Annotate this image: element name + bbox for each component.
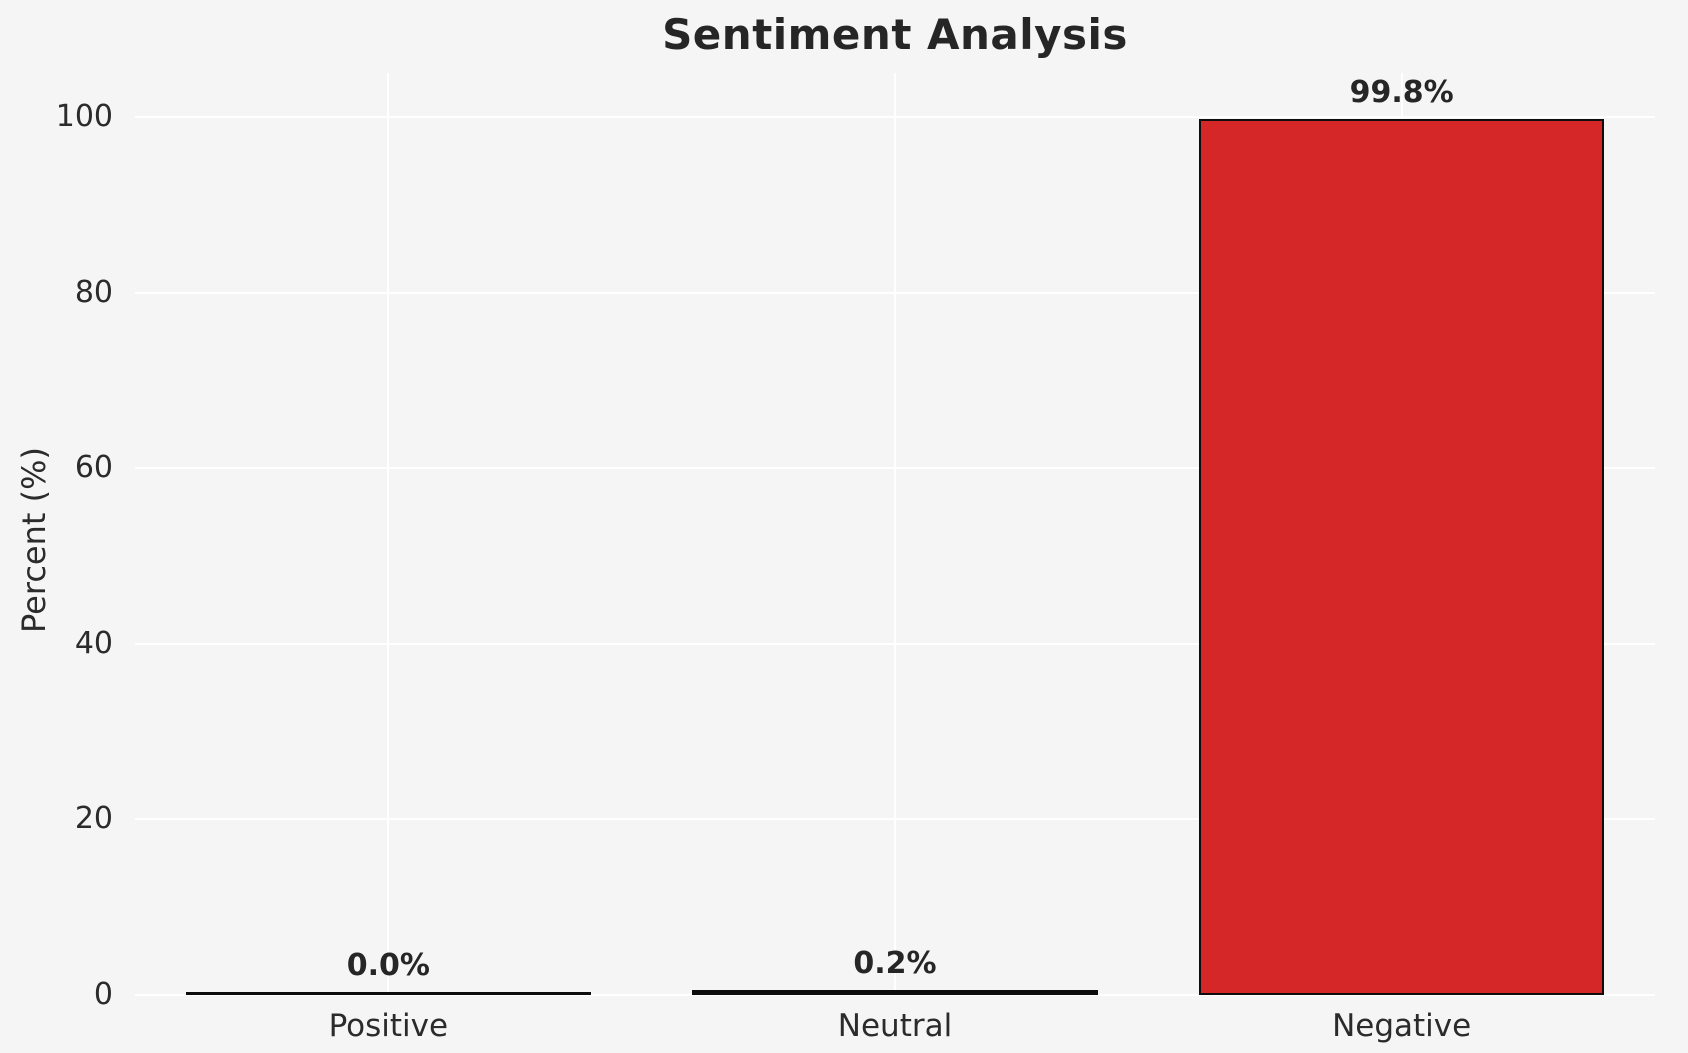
x-tick-label-neutral: Neutral: [837, 1008, 953, 1044]
bar-positive: [185, 992, 591, 995]
y-tick-label-0: 0: [93, 976, 113, 1012]
y-tick-label-40: 40: [74, 625, 113, 661]
bar-negative: [1199, 118, 1605, 995]
bar-neutral: [692, 990, 1098, 995]
y-axis-label: Percent (%): [15, 447, 53, 633]
y-tick-label-20: 20: [74, 801, 113, 837]
bar-value-label-negative: 99.8%: [1349, 74, 1454, 110]
bar-value-label-neutral: 0.2%: [853, 946, 937, 982]
v-gridline-positive: [387, 73, 390, 995]
y-tick-label-80: 80: [74, 274, 113, 310]
bar-value-label-positive: 0.0%: [346, 948, 430, 984]
plot-area: 0.0% 0.2% 99.8%: [135, 73, 1655, 996]
v-gridline-neutral: [894, 73, 896, 995]
y-tick-label-100: 100: [55, 98, 113, 134]
h-gridline-0: [135, 994, 1655, 996]
chart-title: Sentiment Analysis: [662, 10, 1128, 59]
x-tick-label-positive: Positive: [328, 1008, 449, 1044]
y-tick-label-60: 60: [74, 449, 113, 485]
x-tick-label-negative: Negative: [1332, 1008, 1472, 1044]
